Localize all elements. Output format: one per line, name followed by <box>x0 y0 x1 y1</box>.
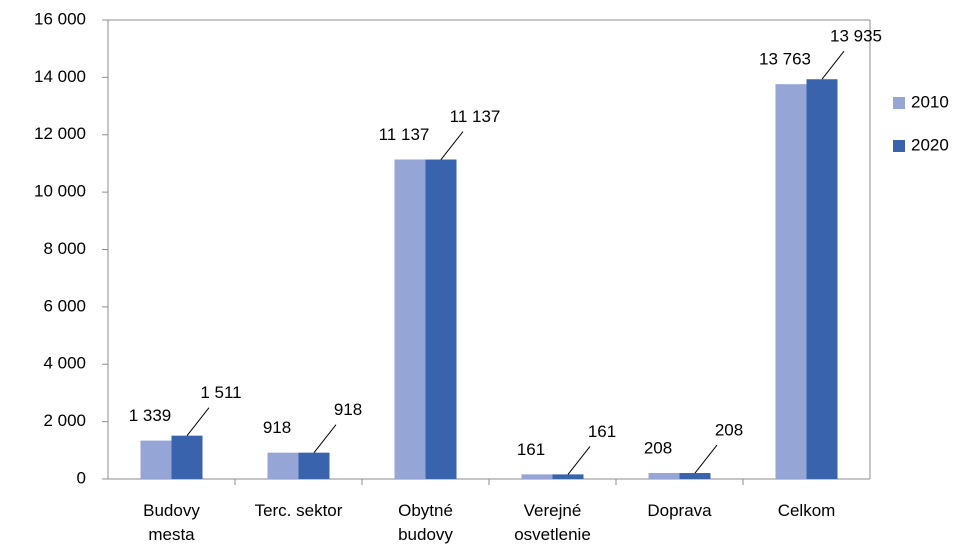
y-tick-label: 14 000 <box>34 67 86 86</box>
data-label: 11 137 <box>450 107 501 126</box>
bar <box>679 473 711 479</box>
leader-line <box>694 444 718 474</box>
data-label: 918 <box>263 418 291 437</box>
data-label: 208 <box>644 439 672 458</box>
bar <box>552 474 584 479</box>
data-label: 1 339 <box>129 406 172 425</box>
bar <box>267 452 299 479</box>
leader-line <box>313 424 337 453</box>
y-tick-label: 10 000 <box>34 182 86 201</box>
x-tick-label: Budovy mesta <box>143 501 200 544</box>
y-tick-label: 0 <box>77 468 86 487</box>
y-tick-label: 12 000 <box>34 124 86 143</box>
leader-line <box>821 50 845 80</box>
x-tick-label: Celkom <box>777 501 836 520</box>
bar <box>425 159 457 479</box>
bar <box>648 473 680 479</box>
data-label: 11 137 <box>379 125 430 144</box>
data-label: 161 <box>517 440 545 459</box>
leader-line <box>440 131 464 160</box>
bar <box>171 435 203 479</box>
bar <box>394 159 426 479</box>
x-tick-label: Verejné osvetlenie <box>514 501 591 544</box>
legend-label: 2020 <box>911 135 949 154</box>
bar <box>521 474 553 479</box>
bar <box>140 440 172 479</box>
data-label: 161 <box>588 422 616 441</box>
data-label: 13 935 <box>830 27 882 46</box>
legend-swatch <box>893 140 905 152</box>
y-tick-label: 2 000 <box>43 411 86 430</box>
y-tick-label: 8 000 <box>43 239 86 258</box>
bar <box>775 84 807 479</box>
y-tick-label: 4 000 <box>43 354 86 373</box>
leader-line <box>186 407 210 436</box>
y-tick-label: 6 000 <box>43 296 86 315</box>
x-tick-label: Doprava <box>647 501 712 520</box>
leader-line <box>567 446 591 475</box>
x-tick-label: Obytné budovy <box>398 501 453 544</box>
legend-label: 2010 <box>911 92 949 111</box>
bar <box>298 452 330 479</box>
data-label: 208 <box>715 421 743 440</box>
data-label: 1 511 <box>200 383 241 402</box>
data-label: 13 763 <box>759 50 811 69</box>
y-tick-label: 16 000 <box>34 9 86 28</box>
legend-swatch <box>893 97 905 109</box>
x-tick-label: Terc. sektor <box>254 501 343 520</box>
bar <box>806 79 838 479</box>
data-label: 918 <box>334 400 362 419</box>
